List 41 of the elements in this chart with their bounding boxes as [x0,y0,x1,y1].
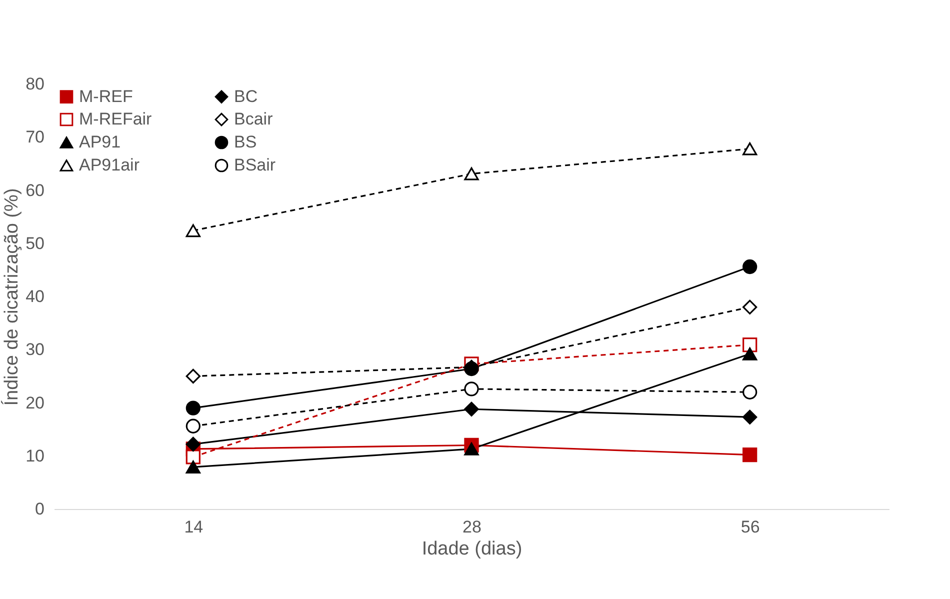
point [742,384,758,400]
legend-label: M-REF [79,86,133,106]
point [742,300,758,314]
point [742,259,758,274]
y-tick-label: 30 [26,340,44,360]
y-tick-label: 70 [26,128,44,147]
x-axis-title: Idade (dias) [422,538,522,560]
legend-label: BC [234,86,258,106]
point [742,338,758,352]
point [464,442,479,456]
point [186,450,200,464]
point [186,460,200,474]
legend-label: AP91 [79,132,121,152]
point [186,418,200,434]
point [186,224,200,238]
point [464,382,479,396]
legend-label: BSair [234,156,276,174]
y-tick-label: 60 [26,180,44,200]
point [742,347,758,360]
legend-label: Bcair [234,110,274,128]
point [186,400,200,416]
point [186,368,200,384]
point [464,167,479,180]
legend-label: AP91air [79,156,140,174]
x-tick-label: 56 [740,518,760,536]
point [186,436,200,452]
y-tick-label: 0 [35,500,44,518]
y-tick-label: 80 [26,74,44,94]
point [742,142,758,156]
y-tick-label: 40 [26,287,44,306]
legend-label: BS [234,132,257,152]
x-tick-label: 14 [184,518,204,536]
point [742,447,758,462]
point [464,402,479,416]
y-tick-label: 20 [26,393,44,412]
y-axis-title: Índice de cicatrização (%) [0,188,23,406]
x-tick-label: 28 [462,518,482,536]
y-tick-label: 50 [26,234,44,253]
y-tick-label: 10 [26,446,44,466]
legend-label: M-REFair [79,110,152,128]
point [742,410,758,424]
